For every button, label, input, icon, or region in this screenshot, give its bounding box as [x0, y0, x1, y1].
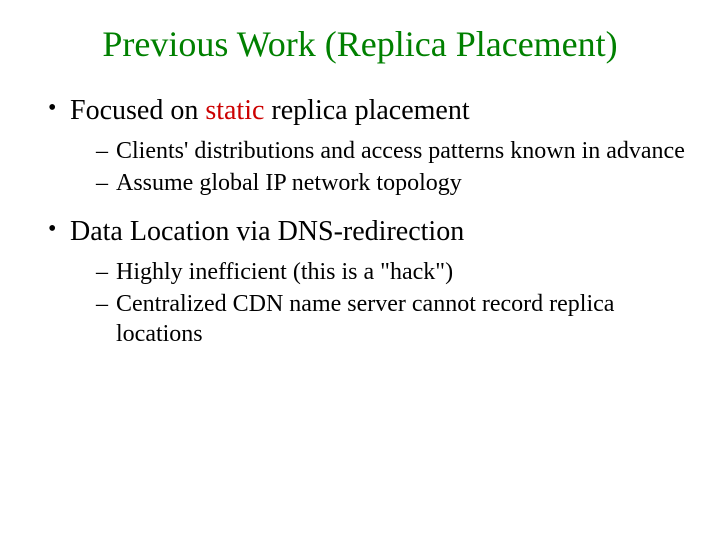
slide: Previous Work (Replica Placement) Focuse… [0, 0, 720, 540]
bullet-item: Focused on static replica placement Clie… [48, 93, 690, 198]
bullet-text-suffix: replica placement [264, 95, 469, 126]
sub-bullet-item: Clients' distributions and access patter… [96, 136, 690, 166]
bullet-text-prefix: Data Location via DNS-redirection [70, 216, 464, 247]
slide-title: Previous Work (Replica Placement) [30, 24, 690, 65]
sub-bullet-item: Centralized CDN name server cannot recor… [96, 289, 690, 349]
sub-bullet-list: Clients' distributions and access patter… [70, 136, 690, 198]
sub-bullet-list: Highly inefficient (this is a "hack") Ce… [70, 257, 690, 349]
bullet-text-highlight: static [205, 95, 264, 126]
bullet-list: Focused on static replica placement Clie… [30, 93, 690, 349]
sub-bullet-item: Highly inefficient (this is a "hack") [96, 257, 690, 287]
bullet-item: Data Location via DNS-redirection Highly… [48, 214, 690, 349]
sub-bullet-item: Assume global IP network topology [96, 168, 690, 198]
bullet-text-prefix: Focused on [70, 95, 205, 126]
